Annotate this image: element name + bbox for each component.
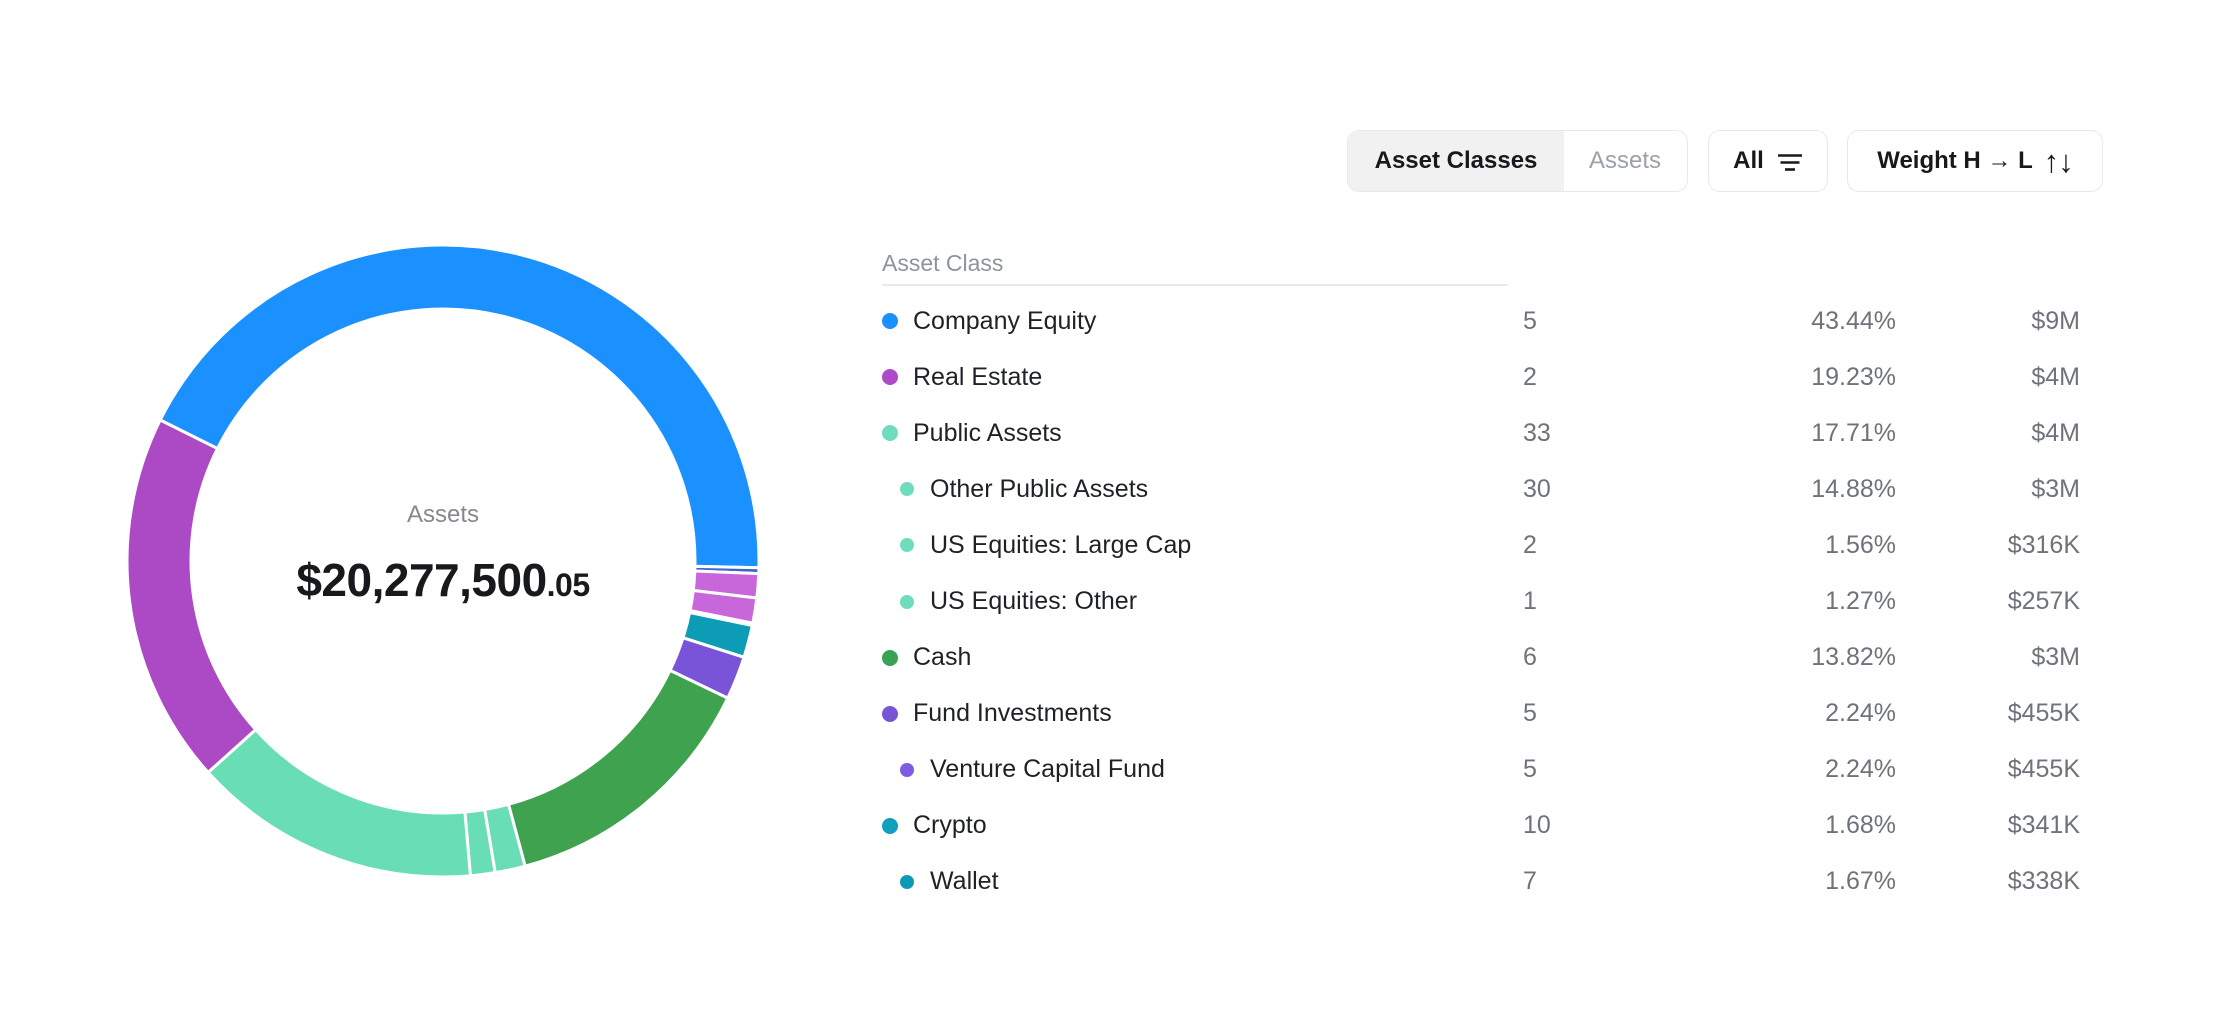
filter-button-label: All <box>1733 147 1764 174</box>
asset-count: 5 <box>1523 699 1537 728</box>
asset-weight: 2.24% <box>1825 755 1896 784</box>
sort-button[interactable]: Weight H → L ↑↓ <box>1847 130 2103 192</box>
asset-class-cell: US Equities: Other <box>882 587 1523 616</box>
asset-class-cell: Crypto <box>882 811 1523 840</box>
asset-class-name: US Equities: Other <box>930 587 1138 616</box>
asset-class-color-dot <box>882 817 898 834</box>
filter-button[interactable]: All <box>1708 130 1828 192</box>
column-header-asset-class: Asset Class <box>882 250 1004 276</box>
asset-class-color-dot <box>900 594 914 609</box>
asset-weight: 1.67% <box>1825 867 1896 896</box>
asset-class-name: Other Public Assets <box>930 474 1149 503</box>
table-row[interactable]: Company Equity 5 43.44% $9M <box>882 293 2080 349</box>
sort-button-label: Weight H → L <box>1877 147 2033 174</box>
asset-weight: 43.44% <box>1811 306 1896 335</box>
donut-segment-other-public-assets[interactable] <box>206 727 473 879</box>
asset-weight: 1.56% <box>1825 530 1896 559</box>
table-row[interactable]: Public Assets 33 17.71% $4M <box>882 405 2080 461</box>
asset-class-name: Fund Investments <box>913 699 1112 728</box>
donut-center-label: Assets <box>406 501 480 528</box>
asset-count: 2 <box>1523 362 1537 391</box>
asset-count: 6 <box>1523 643 1537 672</box>
asset-class-name: Public Assets <box>913 418 1062 447</box>
asset-class-cell: Company Equity <box>882 307 1523 336</box>
asset-value: $4M <box>2031 418 2080 447</box>
asset-class-name: Crypto <box>913 811 987 840</box>
asset-value: $455K <box>2007 755 2080 784</box>
table-row[interactable]: Crypto 10 1.68% $341K <box>882 798 2080 854</box>
asset-weight: 14.88% <box>1811 474 1896 503</box>
toolbar: Asset Classes Assets All Weight H → L ↑↓ <box>1347 130 2103 192</box>
asset-class-color-dot <box>882 705 898 722</box>
asset-class-name: Venture Capital Fund <box>930 755 1165 784</box>
assets-donut-chart <box>125 243 761 879</box>
asset-value: $4M <box>2031 362 2080 391</box>
asset-class-color-dot <box>900 538 914 553</box>
asset-weight: 2.24% <box>1825 699 1896 728</box>
asset-class-name: Cash <box>913 643 972 672</box>
asset-value: $9M <box>2031 306 2080 335</box>
asset-value: $316K <box>2007 530 2080 559</box>
donut-segment-cash[interactable] <box>506 668 730 868</box>
asset-class-name: Wallet <box>930 867 999 896</box>
asset-weight: 1.68% <box>1825 811 1896 840</box>
asset-value: $341K <box>2007 811 2080 840</box>
asset-class-cell: Public Assets <box>882 419 1523 448</box>
asset-class-cell: Other Public Assets <box>882 475 1523 504</box>
table-row[interactable]: Other Public Assets 30 14.88% $3M <box>882 461 2080 517</box>
asset-value: $3M <box>2031 643 2080 672</box>
asset-count: 5 <box>1523 306 1537 335</box>
table-row[interactable]: Venture Capital Fund 5 2.24% $455K <box>882 742 2080 798</box>
asset-class-cell: US Equities: Large Cap <box>882 531 1523 560</box>
asset-class-cell: Real Estate <box>882 363 1523 392</box>
asset-value: $338K <box>2007 867 2080 896</box>
asset-count: 2 <box>1523 530 1537 559</box>
donut-center: Assets $20,277,500.05 <box>296 501 590 610</box>
table-row[interactable]: Fund Investments 5 2.24% $455K <box>882 686 2080 742</box>
asset-class-color-dot <box>900 762 914 777</box>
donut-segment-real-estate[interactable] <box>125 417 258 775</box>
asset-count: 5 <box>1523 755 1537 784</box>
tab-asset-classes[interactable]: Asset Classes <box>1348 131 1564 191</box>
asset-class-cell: Cash <box>882 643 1523 672</box>
asset-weight: 13.82% <box>1811 643 1896 672</box>
asset-class-name: Real Estate <box>913 362 1043 391</box>
asset-weight: 17.71% <box>1811 418 1896 447</box>
asset-class-color-dot <box>882 369 898 386</box>
asset-weight: 19.23% <box>1811 362 1896 391</box>
table-row[interactable]: Wallet 7 1.67% $338K <box>882 854 2080 910</box>
asset-count: 1 <box>1523 587 1537 616</box>
asset-class-color-dot <box>900 874 914 889</box>
asset-class-name: Company Equity <box>913 306 1097 335</box>
donut-segment-company-equity[interactable] <box>158 243 761 570</box>
view-toggle: Asset Classes Assets <box>1347 130 1688 192</box>
table-row[interactable]: Real Estate 2 19.23% $4M <box>882 349 2080 405</box>
sort-arrows-icon: ↑↓ <box>2043 143 2074 179</box>
asset-class-cell: Fund Investments <box>882 699 1523 728</box>
asset-class-color-dot <box>882 313 898 330</box>
asset-weight: 1.27% <box>1825 587 1896 616</box>
donut-center-value: $20,277,500.05 <box>296 554 590 606</box>
asset-value: $455K <box>2007 699 2080 728</box>
asset-class-table: Company Equity 5 43.44% $9M Real Estate 2 19.2… <box>882 293 2080 910</box>
asset-count: 10 <box>1523 811 1551 840</box>
asset-class-cell: Venture Capital Fund <box>882 755 1523 784</box>
asset-value: $257K <box>2007 587 2080 616</box>
asset-class-name: US Equities: Large Cap <box>930 530 1192 559</box>
asset-class-color-dot <box>882 425 898 442</box>
header-divider <box>882 284 1508 286</box>
table-row[interactable]: US Equities: Large Cap 2 1.56% $316K <box>882 517 2080 573</box>
tab-assets[interactable]: Assets <box>1564 131 1686 191</box>
asset-count: 33 <box>1523 418 1551 447</box>
asset-value: $3M <box>2031 474 2080 503</box>
asset-count: 7 <box>1523 867 1537 896</box>
asset-class-color-dot <box>900 482 914 497</box>
table-row[interactable]: US Equities: Other 1 1.27% $257K <box>882 573 2080 629</box>
filter-lines-icon <box>1777 154 1802 171</box>
asset-class-color-dot <box>882 649 898 666</box>
asset-class-cell: Wallet <box>882 867 1523 896</box>
asset-count: 30 <box>1523 474 1551 503</box>
table-row[interactable]: Cash 6 13.82% $3M <box>882 630 2080 686</box>
